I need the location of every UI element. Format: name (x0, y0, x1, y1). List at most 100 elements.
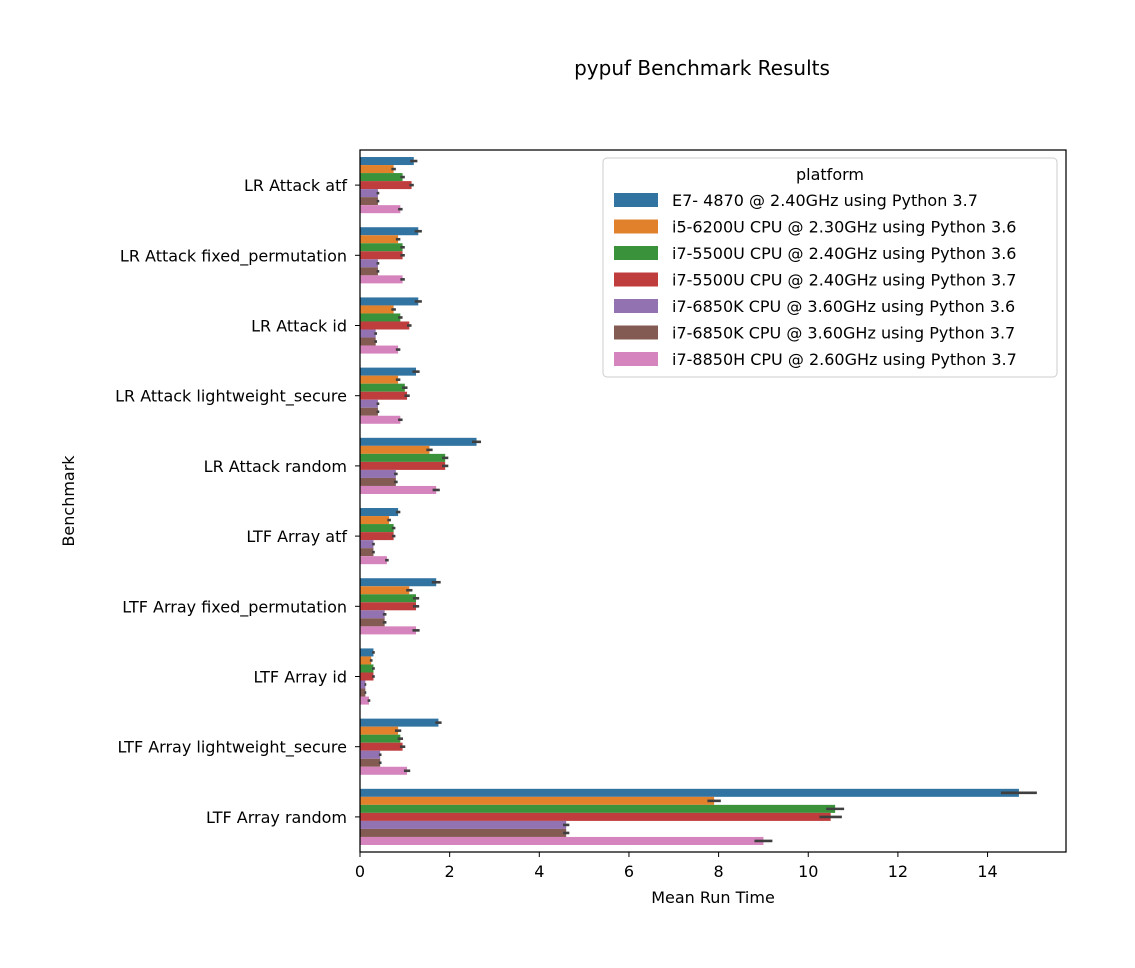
y-tick-label: LR Attack fixed_permutation (120, 246, 347, 266)
bar-0-2 (360, 297, 419, 306)
bar-4-7 (360, 680, 366, 689)
x-tick-label: 12 (888, 862, 908, 881)
legend-label-6: i7-8850H CPU @ 2.60GHz using Python 3.7 (672, 350, 1017, 369)
bar-6-9 (360, 836, 764, 845)
bar-3-2 (360, 321, 410, 330)
bar-6-6 (360, 626, 417, 635)
bar-3-1 (360, 251, 403, 260)
bar-3-6 (360, 602, 417, 611)
bar-5-7 (360, 688, 366, 697)
legend-swatch-2 (614, 246, 658, 260)
bar-0-5 (360, 508, 399, 517)
bar-1-6 (360, 586, 410, 595)
bar-1-5 (360, 516, 390, 525)
legend-label-4: i7-6850K CPU @ 3.60GHz using Python 3.6 (672, 297, 1015, 316)
legend-label-2: i7-5500U CPU @ 2.40GHz using Python 3.6 (672, 244, 1016, 263)
bar-4-4 (360, 469, 396, 478)
x-tick-label: 14 (977, 862, 997, 881)
bar-5-6 (360, 618, 385, 627)
bar-2-2 (360, 313, 401, 322)
legend-swatch-1 (614, 219, 658, 234)
y-tick-label: LTF Array lightweight_secure (117, 738, 347, 758)
bar-2-9 (360, 804, 836, 813)
error-bars-layer (364, 159, 1037, 843)
legend-swatch-0 (614, 193, 658, 207)
x-axis-label: Mean Run Time (651, 888, 775, 907)
bar-2-3 (360, 383, 405, 392)
x-tick-label: 4 (534, 862, 544, 881)
legend-label-5: i7-6850K CPU @ 3.60GHz using Python 3.7 (672, 324, 1015, 343)
bar-2-8 (360, 734, 401, 743)
bar-1-0 (360, 165, 394, 174)
x-tick-label: 0 (355, 862, 365, 881)
bar-3-4 (360, 461, 446, 470)
bar-5-0 (360, 197, 378, 206)
y-tick-label: LTF Array atf (246, 527, 347, 546)
bar-3-8 (360, 742, 403, 751)
bar-4-2 (360, 329, 376, 338)
legend-label-3: i7-5500U CPU @ 2.40GHz using Python 3.7 (672, 271, 1016, 290)
y-tick-label: LR Attack id (251, 317, 347, 336)
bar-3-9 (360, 812, 831, 821)
legend-items: E7- 4870 @ 2.40GHz using Python 3.7 i5-62… (614, 191, 1017, 369)
legend-label-0: E7- 4870 @ 2.40GHz using Python 3.7 (672, 191, 978, 210)
bar-6-0 (360, 205, 401, 214)
bar-1-8 (360, 726, 399, 735)
bar-6-4 (360, 485, 437, 494)
bar-4-0 (360, 189, 378, 198)
bar-0-1 (360, 227, 419, 236)
bar-2-6 (360, 594, 417, 603)
y-tick-label: LTF Array random (206, 808, 347, 827)
bars-layer (360, 157, 1019, 845)
bar-4-9 (360, 820, 567, 829)
bar-2-7 (360, 664, 374, 673)
bar-6-1 (360, 275, 403, 284)
bar-2-5 (360, 524, 394, 533)
bar-6-7 (360, 696, 369, 705)
legend-label-1: i5-6200U CPU @ 2.30GHz using Python 3.6 (672, 218, 1016, 237)
chart-title: pypuf Benchmark Results (574, 56, 830, 80)
bar-6-8 (360, 766, 408, 775)
y-tick-label: LTF Array fixed_permutation (122, 597, 347, 617)
bar-5-9 (360, 828, 567, 837)
bar-5-1 (360, 267, 378, 276)
bar-3-0 (360, 181, 412, 190)
bar-3-3 (360, 391, 408, 400)
legend-swatch-6 (614, 352, 658, 366)
y-axis-label: Benchmark (59, 455, 78, 547)
bar-3-5 (360, 532, 394, 541)
bar-1-7 (360, 656, 372, 665)
bar-0-4 (360, 437, 477, 446)
bar-5-2 (360, 337, 376, 346)
legend-swatch-5 (614, 325, 658, 340)
y-tick-label: LR Attack lightweight_secure (115, 387, 347, 407)
bar-6-2 (360, 345, 399, 354)
legend-box (602, 157, 1058, 378)
legend: platform E7- 4870 @ 2.40GHz using Python… (602, 157, 1058, 378)
bar-2-0 (360, 173, 403, 182)
bar-5-3 (360, 407, 378, 416)
bar-0-3 (360, 367, 417, 376)
bar-0-0 (360, 157, 414, 166)
bar-1-1 (360, 235, 399, 244)
bar-5-8 (360, 758, 381, 767)
bar-2-4 (360, 453, 446, 462)
y-tick-label: LR Attack random (204, 457, 347, 476)
bar-1-3 (360, 375, 399, 384)
bar-3-7 (360, 672, 374, 681)
bar-4-6 (360, 610, 385, 619)
bar-4-1 (360, 259, 378, 268)
x-axis: 0 2 4 6 8 10 12 14 (355, 852, 998, 881)
bar-0-8 (360, 718, 439, 727)
plot-frame (359, 149, 1067, 853)
legend-title: platform (796, 165, 864, 184)
x-tick-label: 6 (624, 862, 634, 881)
bar-1-4 (360, 445, 430, 454)
y-axis: LR Attack atf LR Attack fixed_permutation… (115, 176, 360, 827)
y-tick-label: LTF Array id (253, 668, 347, 687)
bar-0-6 (360, 578, 437, 587)
x-tick-label: 8 (714, 862, 724, 881)
bar-4-3 (360, 399, 378, 408)
y-tick-label: LR Attack atf (244, 176, 347, 195)
